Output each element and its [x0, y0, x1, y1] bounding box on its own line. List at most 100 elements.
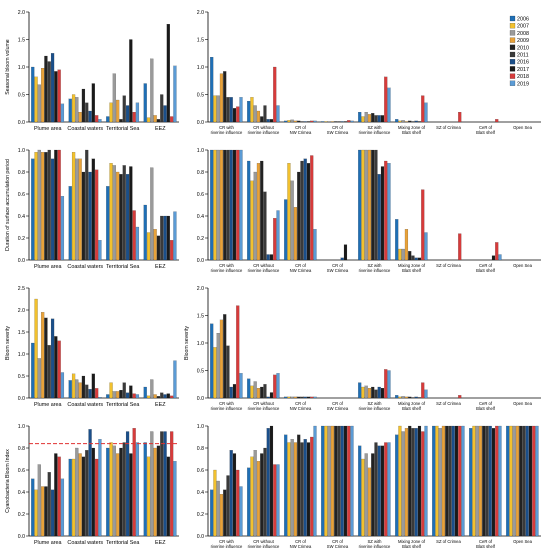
bar: [458, 112, 462, 123]
bar: [68, 98, 72, 123]
x-tick-label: CR of SW Crimea: [327, 125, 349, 135]
bar: [213, 95, 217, 123]
bar: [509, 425, 513, 537]
bar: [458, 395, 462, 399]
bar: [306, 163, 311, 261]
bar: [135, 102, 140, 123]
bar: [106, 116, 110, 123]
x-tick-label: Coastal waters: [67, 264, 103, 270]
bar: [170, 431, 174, 537]
bar: [109, 382, 113, 399]
bar: [44, 152, 48, 261]
bar: [239, 97, 243, 123]
bar: [166, 215, 170, 261]
bar: [57, 69, 61, 123]
legend-swatch: [509, 37, 516, 43]
bar: [41, 68, 45, 123]
bar: [250, 385, 254, 399]
bar: [143, 442, 147, 537]
bar: [57, 149, 61, 261]
bar: [417, 121, 422, 123]
bar: [461, 425, 465, 537]
bar: [37, 84, 41, 123]
bar: [129, 453, 133, 537]
bar: [327, 121, 331, 123]
bar: [408, 251, 412, 261]
bar: [219, 73, 224, 123]
bar: [358, 382, 362, 399]
bar: [398, 396, 402, 399]
bar: [68, 458, 72, 537]
bar: [50, 318, 55, 399]
bar: [260, 386, 264, 399]
bar: [515, 425, 520, 537]
bar: [404, 121, 409, 123]
bar: [361, 149, 365, 261]
bar: [41, 152, 45, 261]
bar: [414, 396, 418, 399]
y-tick-label: 1.0: [18, 352, 25, 358]
bar: [236, 149, 240, 261]
bar: [112, 445, 116, 537]
bar: [488, 425, 492, 537]
bar: [414, 120, 418, 123]
y-tick-label: 0.2: [197, 512, 204, 518]
bar: [512, 425, 516, 537]
bar: [95, 458, 99, 537]
bar: [41, 486, 45, 537]
bar: [432, 425, 436, 537]
bar: [156, 445, 161, 537]
x-tick-label: EEZ: [155, 264, 166, 270]
bar: [287, 396, 291, 399]
y-tick-label: 0.0: [197, 120, 204, 126]
y-tick-label: 1.5: [18, 38, 25, 44]
bar: [284, 199, 288, 261]
bar: [417, 257, 422, 261]
bar: [401, 431, 405, 537]
bar: [88, 429, 92, 537]
y-tick-label: 0.0: [18, 534, 25, 540]
bar: [170, 240, 174, 261]
bar: [78, 453, 82, 537]
y-tick-label: 0.4: [18, 214, 25, 220]
bar: [125, 431, 130, 537]
bar: [247, 378, 251, 399]
bar: [95, 169, 99, 261]
legend-label: 2011: [517, 53, 529, 59]
bar: [85, 384, 89, 399]
bar: [293, 120, 298, 123]
bar: [109, 102, 113, 123]
y-tick-label: 2.0: [18, 308, 25, 314]
chart-panel-d-right: 0.0 0.2 0.4 0.6 0.8 1.0 CR with riverine influe…: [197, 424, 541, 549]
bar: [88, 171, 92, 261]
bar: [421, 382, 425, 399]
y-tick-label: 1.0: [197, 341, 204, 347]
bar: [223, 314, 227, 399]
bar: [98, 439, 102, 537]
bar: [60, 372, 65, 399]
bar: [297, 396, 301, 399]
bar: [448, 425, 452, 537]
chart-panel-b-right: 0.0 0.2 0.4 0.6 0.8 1.0 CR with riverine influe…: [197, 148, 541, 273]
bar: [310, 120, 314, 123]
bar: [41, 312, 45, 399]
bar: [156, 396, 161, 399]
bar: [122, 95, 126, 123]
bar: [401, 248, 405, 261]
bar: [150, 58, 154, 123]
x-tick-label: Mixing zone of BlaS shelf: [398, 263, 426, 273]
x-tick-label: SZ of Crimea: [436, 401, 461, 406]
bar: [119, 174, 123, 261]
bar: [441, 425, 446, 537]
bar: [116, 391, 120, 399]
bar: [88, 110, 92, 123]
bar: [367, 114, 372, 123]
x-tick-label: SZ of Crimea: [436, 263, 461, 268]
y-tick-label: 1.5: [18, 330, 25, 336]
bar: [300, 121, 304, 123]
bar: [210, 489, 214, 537]
bar: [343, 425, 348, 537]
bar: [321, 121, 325, 123]
bar: [54, 71, 58, 123]
bar: [347, 425, 351, 537]
